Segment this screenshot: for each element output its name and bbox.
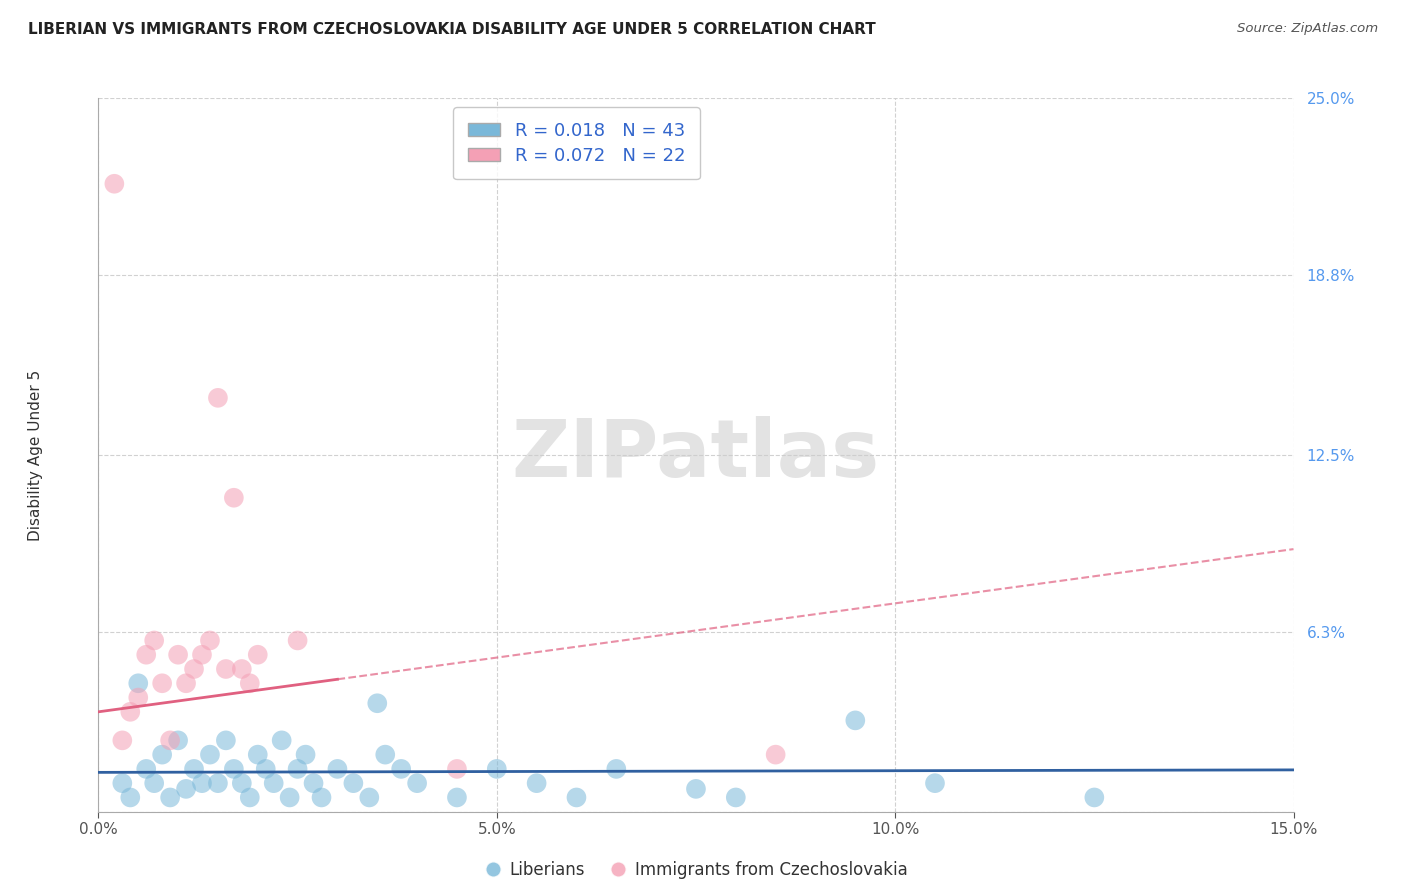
Point	[159, 790, 181, 805]
Point	[222, 762, 245, 776]
Point	[294, 747, 316, 762]
Point	[159, 733, 181, 747]
Legend: Liberians, Immigrants from Czechoslovakia: Liberians, Immigrants from Czechoslovaki…	[478, 855, 914, 886]
Point	[135, 762, 157, 776]
Point	[207, 776, 229, 790]
Point	[215, 662, 238, 676]
Point	[374, 747, 396, 762]
Point	[183, 662, 205, 676]
Point	[215, 733, 238, 747]
Text: ZIPatlas: ZIPatlas	[512, 416, 880, 494]
Point	[302, 776, 325, 790]
Point	[844, 714, 866, 728]
Point	[389, 762, 412, 776]
Point	[924, 776, 946, 790]
Point	[239, 790, 262, 805]
Point	[326, 762, 349, 776]
Point	[222, 491, 245, 505]
Point	[342, 776, 364, 790]
Point	[174, 781, 197, 796]
Point	[143, 633, 166, 648]
Point	[1083, 790, 1105, 805]
Point	[765, 747, 787, 762]
Point	[287, 633, 309, 648]
Text: Source: ZipAtlas.com: Source: ZipAtlas.com	[1237, 22, 1378, 36]
Point	[287, 762, 309, 776]
Point	[270, 733, 292, 747]
Text: LIBERIAN VS IMMIGRANTS FROM CZECHOSLOVAKIA DISABILITY AGE UNDER 5 CORRELATION CH: LIBERIAN VS IMMIGRANTS FROM CZECHOSLOVAK…	[28, 22, 876, 37]
Point	[111, 733, 134, 747]
Point	[263, 776, 285, 790]
Point	[103, 177, 125, 191]
Point	[239, 676, 262, 690]
Point	[174, 676, 197, 690]
Point	[366, 696, 388, 710]
Point	[120, 705, 142, 719]
Y-axis label: Disability Age Under 5: Disability Age Under 5	[28, 369, 42, 541]
Point	[120, 790, 142, 805]
Point	[191, 776, 214, 790]
Point	[167, 733, 190, 747]
Point	[685, 781, 707, 796]
Point	[724, 790, 747, 805]
Point	[207, 391, 229, 405]
Point	[406, 776, 429, 790]
Point	[198, 633, 221, 648]
Point	[446, 762, 468, 776]
Point	[246, 648, 269, 662]
Point	[485, 762, 508, 776]
Point	[143, 776, 166, 790]
Point	[150, 747, 173, 762]
Point	[446, 790, 468, 805]
Point	[127, 690, 149, 705]
Point	[246, 747, 269, 762]
Point	[311, 790, 333, 805]
Point	[278, 790, 301, 805]
Point	[526, 776, 548, 790]
Point	[359, 790, 381, 805]
Point	[231, 662, 253, 676]
Point	[111, 776, 134, 790]
Point	[565, 790, 588, 805]
Point	[150, 676, 173, 690]
Point	[198, 747, 221, 762]
Point	[191, 648, 214, 662]
Point	[254, 762, 277, 776]
Point	[183, 762, 205, 776]
Point	[231, 776, 253, 790]
Point	[167, 648, 190, 662]
Point	[127, 676, 149, 690]
Point	[605, 762, 627, 776]
Point	[135, 648, 157, 662]
